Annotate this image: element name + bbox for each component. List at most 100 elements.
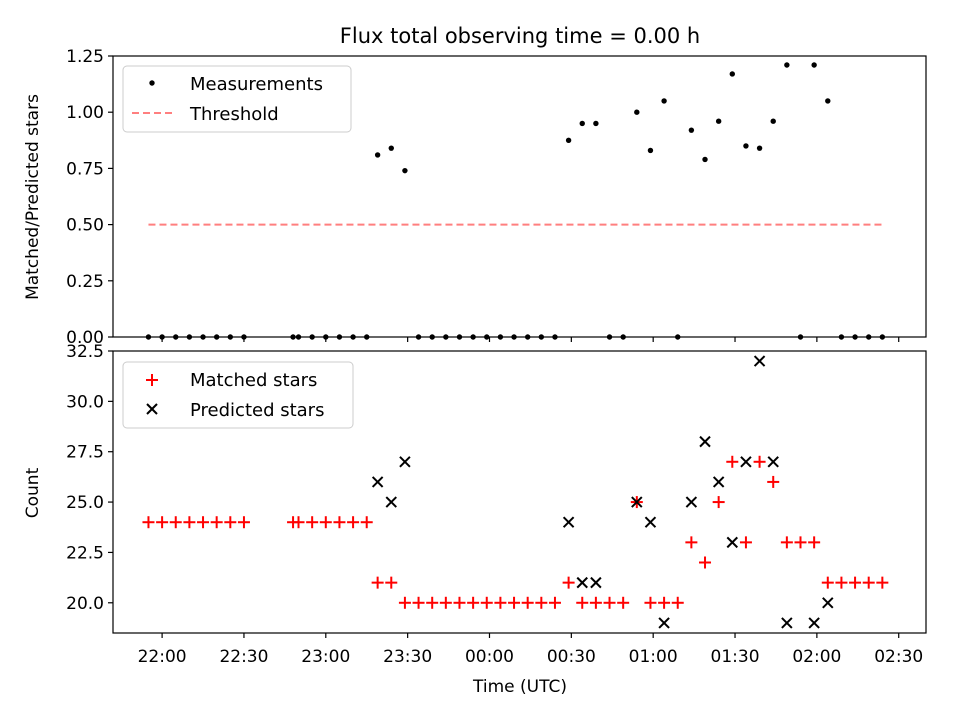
matched-star-point (821, 576, 834, 589)
x-tick-label: 00:30 (547, 647, 596, 667)
matched-star-point (739, 536, 752, 549)
matched-star-point (197, 516, 210, 529)
predicted-star-point (385, 496, 397, 508)
bottom-y-tick-label: 30.0 (66, 392, 104, 412)
bottom-y-tick-label: 22.5 (66, 543, 104, 563)
predicted-star-point (781, 617, 793, 629)
x-tick-label: 23:00 (301, 647, 350, 667)
bottom-y-tick-label: 32.5 (66, 342, 104, 362)
matched-star-point (508, 596, 521, 609)
bottom-legend: Matched stars Predicted stars (122, 361, 354, 429)
matched-star-point (862, 576, 875, 589)
matched-star-point (480, 596, 493, 609)
top-y-axis-label: Matched/Predicted stars (23, 94, 43, 300)
matched-star-point (398, 596, 411, 609)
matched-star-point (576, 596, 589, 609)
matched-star-point (835, 576, 848, 589)
measurement-point (402, 167, 408, 174)
predicted-star-point (658, 617, 670, 629)
matched-star-point (671, 596, 684, 609)
matched-star-point (371, 576, 384, 589)
matched-star-point (726, 455, 739, 468)
bottom-y-tick-label: 25.0 (66, 493, 104, 513)
top-y-tick-label: 0.25 (66, 272, 104, 292)
matched-star-point (808, 536, 821, 549)
predicted-star-point (822, 597, 834, 609)
measurement-point (388, 145, 394, 151)
predicted-star-point (644, 516, 657, 528)
top-legend: Measurements Threshold (122, 65, 352, 133)
x-tick-label: 00:00 (465, 647, 514, 667)
matched-star-point (494, 596, 507, 609)
x-tick-label: 23:30 (383, 647, 432, 667)
top-axes-frame (112, 55, 927, 338)
matched-star-point (237, 516, 250, 529)
bottom-plot-marks (142, 355, 889, 629)
measurement-point (565, 137, 572, 143)
measurement-point (811, 62, 817, 68)
x-axis-label: Time (UTC) (472, 677, 567, 697)
bottom-x-ticks: 22:00 22:30 23:00 23:30 00:00 00:30 01:00 01:30… (138, 633, 923, 667)
measurement-point (784, 62, 790, 68)
predicted-star-point (712, 476, 725, 488)
matched-star-point (156, 516, 169, 529)
matched-star-point (319, 516, 332, 529)
measurement-point (374, 152, 381, 158)
legend-measurements-label: Measurements (190, 74, 323, 95)
x-tick-label: 01:30 (711, 647, 760, 667)
predicted-star-point (726, 536, 739, 549)
matched-star-point (169, 516, 182, 529)
measurement-point (743, 143, 749, 149)
bottom-y-tick-label: 20.0 (66, 594, 104, 614)
bottom-legend-box (122, 361, 354, 429)
measurement-point (770, 118, 776, 124)
measurement-point (661, 98, 667, 104)
bottom-y-ticks: 20.0 22.5 25.0 27.5 30.0 32.5 (66, 342, 113, 614)
measurement-point (729, 71, 735, 77)
bottom-axes-frame (112, 350, 927, 634)
matched-star-point (767, 475, 780, 488)
count-subplot: 20.0 22.5 25.0 27.5 30.0 32.5 22:00 22:30 23:00… (23, 342, 927, 697)
matched-star-point (347, 516, 360, 529)
matched-star-point (521, 596, 534, 609)
predicted-star-point (767, 456, 779, 468)
matched-star-point (617, 596, 630, 609)
matched-star-point (876, 576, 889, 589)
matched-star-point (183, 516, 196, 529)
measurement-point (688, 127, 695, 133)
bottom-y-tick-label: 27.5 (66, 443, 104, 463)
matched-star-point (562, 576, 575, 589)
predicted-star-point (562, 516, 575, 528)
matched-star-point (849, 576, 862, 589)
matched-star-point (780, 536, 793, 549)
matched-star-point (753, 455, 766, 468)
top-y-tick-label: 1.25 (66, 47, 104, 67)
matched-star-point (412, 596, 425, 609)
matched-star-point (699, 556, 712, 569)
measurement-point (647, 147, 654, 154)
ratio-subplot: 0.00 0.25 0.50 0.75 1.00 1.25 Matched/Predict… (23, 47, 927, 348)
x-tick-label: 02:00 (792, 647, 841, 667)
matched-star-point (210, 516, 223, 529)
matched-star-point (292, 516, 305, 529)
matched-star-point (142, 516, 155, 529)
predicted-star-point (371, 476, 384, 488)
measurement-point (702, 156, 708, 163)
top-legend-box (122, 65, 352, 133)
matched-star-point (224, 516, 237, 529)
measurement-point (634, 109, 640, 115)
chart-title: Flux total observing time = 0.00 h (340, 24, 700, 48)
matched-star-point (658, 596, 671, 609)
matched-star-point (685, 536, 698, 549)
matched-star-point (453, 596, 466, 609)
matched-star-point (426, 596, 439, 609)
measurement-point (825, 98, 831, 104)
legend-matched-label: Matched stars (190, 370, 317, 391)
matched-star-point (535, 596, 548, 609)
top-y-tick-label: 1.00 (66, 103, 104, 123)
bottom-y-axis-label: Count (23, 467, 43, 518)
x-tick-label: 22:30 (219, 647, 268, 667)
predicted-star-point (399, 456, 411, 468)
measurement-point (715, 118, 722, 124)
